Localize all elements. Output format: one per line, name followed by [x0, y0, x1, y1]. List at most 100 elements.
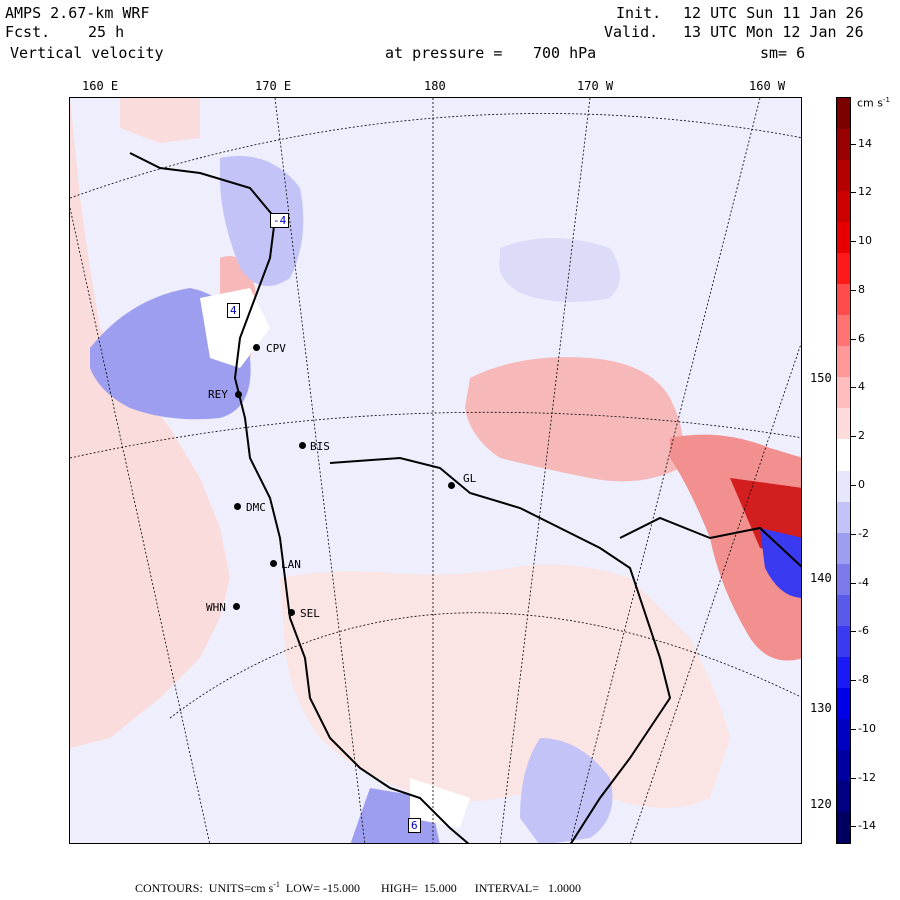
colorbar-segment	[837, 470, 850, 503]
footer-high-value: 15.000	[423, 881, 457, 895]
positive-region-west-coast	[70, 98, 230, 748]
init-label: Init.	[616, 4, 662, 22]
map-panel: CPV REY BIS GL DMC LAN WHN SEL -4 4 6	[69, 97, 802, 844]
colorbar-segment	[837, 718, 850, 751]
smoothing-label: sm= 6	[760, 44, 806, 62]
model-title: AMPS 2.67-km WRF	[5, 4, 150, 22]
lon-label-170e: 170 E	[255, 79, 292, 93]
colorbar-tick-label: -12	[858, 770, 876, 784]
colorbar-tick-mark	[851, 485, 856, 487]
footer-high-label: HIGH=	[381, 881, 418, 895]
meridian-170w	[499, 98, 591, 843]
colorbar-tick-label: -6	[858, 624, 869, 638]
colorbar-segment	[837, 749, 850, 782]
lon-label-180: 180	[424, 79, 446, 93]
colorbar-tick-label: -10	[858, 721, 876, 735]
colorbar-tick-label: 2	[858, 429, 865, 443]
colorbar-tick-label: 4	[858, 380, 865, 394]
contour-badge-south: 6	[408, 818, 421, 833]
forecast-hour: 25 h	[88, 23, 125, 41]
footer-units-exponent: -1	[273, 880, 280, 889]
colorbar-tick-label: -2	[858, 526, 869, 540]
meridian-160e	[70, 207, 210, 843]
station-dot-lan	[270, 560, 277, 567]
parallel-middle	[70, 411, 801, 459]
valid-label: Valid.	[604, 23, 659, 41]
footer-low-label: LOW=	[285, 881, 320, 895]
negative-region-east-coast	[760, 528, 801, 598]
footer-interval-value: 1.0000	[548, 881, 582, 895]
colorbar-segment	[837, 780, 850, 813]
colorbar-tick-mark	[851, 582, 856, 584]
colorbar-tick-label: 6	[858, 331, 865, 345]
coastline-ice-shelf	[329, 456, 672, 843]
colorbar-segment	[837, 811, 850, 844]
colorbar-tick-mark	[851, 533, 856, 535]
colorbar-segment	[837, 656, 850, 689]
colorbar-tick-label: 10	[858, 234, 872, 248]
colorbar-unit: cm s-1	[857, 96, 890, 110]
colorbar-unit-exponent: -1	[883, 96, 890, 104]
coastline	[129, 152, 801, 843]
negative-region-north-sea	[499, 238, 620, 302]
station-dot-dmc	[234, 503, 241, 510]
footer-contours-label: CONTOURS:	[135, 881, 203, 895]
colorbar-segment	[837, 625, 850, 658]
contour-badge-mid: 4	[227, 303, 240, 318]
colorbar-tick-mark	[851, 387, 856, 389]
colorbar-segment	[837, 222, 850, 254]
station-label-dmc: DMC	[246, 501, 266, 514]
lon-label-160w: 160 W	[749, 79, 786, 93]
station-dot-rey	[235, 391, 242, 398]
colorbar-segment	[837, 160, 850, 192]
graticule	[70, 98, 801, 843]
station-label-whn: WHN	[206, 601, 226, 614]
meridian-160w	[570, 98, 761, 843]
colorbar-tick-label: 14	[858, 136, 872, 150]
meridian-170e	[274, 98, 366, 843]
station-label-cpv: CPV	[266, 342, 286, 355]
lon-label-170w: 170 W	[577, 79, 614, 93]
meridian-150w	[630, 342, 801, 843]
station-label-sel: SEL	[300, 607, 320, 620]
colorbar-segment	[837, 501, 850, 534]
colorbar-segment	[837, 191, 850, 223]
colorbar-segment	[837, 687, 850, 720]
positive-region-ross-sea	[465, 357, 684, 482]
colorbar-tick-mark	[851, 728, 856, 730]
colorbar-segment	[837, 98, 850, 130]
station-dot-sel	[288, 609, 295, 616]
colorbar-segment	[837, 253, 850, 285]
colorbar-segment	[837, 129, 850, 161]
colorbar-tick-mark	[851, 143, 856, 145]
land-mask-layer	[200, 288, 470, 828]
colorbar-tick-label: 8	[858, 282, 865, 296]
coastline-east	[619, 516, 801, 568]
field-name: Vertical velocity	[10, 44, 164, 62]
footer-interval-label: INTERVAL=	[474, 881, 540, 895]
station-label-lan: LAN	[281, 558, 301, 571]
station-dot-bis	[299, 442, 306, 449]
station-label-gl: GL	[463, 472, 477, 485]
colorbar-tick-mark	[851, 241, 856, 243]
positive-region-ross-ice-shelf	[280, 564, 730, 808]
colorbar	[836, 97, 851, 844]
colorbar-tick-mark	[851, 338, 856, 340]
colorbar-tick-mark	[851, 192, 856, 194]
station-dot-cpv	[253, 344, 260, 351]
station-label-rey: REY	[208, 388, 228, 401]
colorbar-tick-label: 12	[858, 185, 872, 199]
footer-info: CONTOURS: UNITS=cm s-1 LOW= -15.000 HIGH…	[135, 880, 581, 896]
colorbar-unit-text: cm s	[857, 96, 883, 110]
parallel-inner	[169, 612, 801, 719]
footer-low-value: -15.000	[323, 881, 360, 895]
colorbar-tick-label: -8	[858, 673, 869, 687]
colorbar-tick-label: -14	[858, 819, 876, 833]
colorbar-tick-mark	[851, 777, 856, 779]
forecast-label: Fcst.	[5, 23, 51, 41]
station-dot-whn	[233, 603, 240, 610]
colorbar-tick-mark	[851, 289, 856, 291]
colorbar-tick-mark	[851, 680, 856, 682]
land-mask-dry-valleys	[200, 288, 270, 368]
colorbar-segment	[837, 284, 850, 316]
